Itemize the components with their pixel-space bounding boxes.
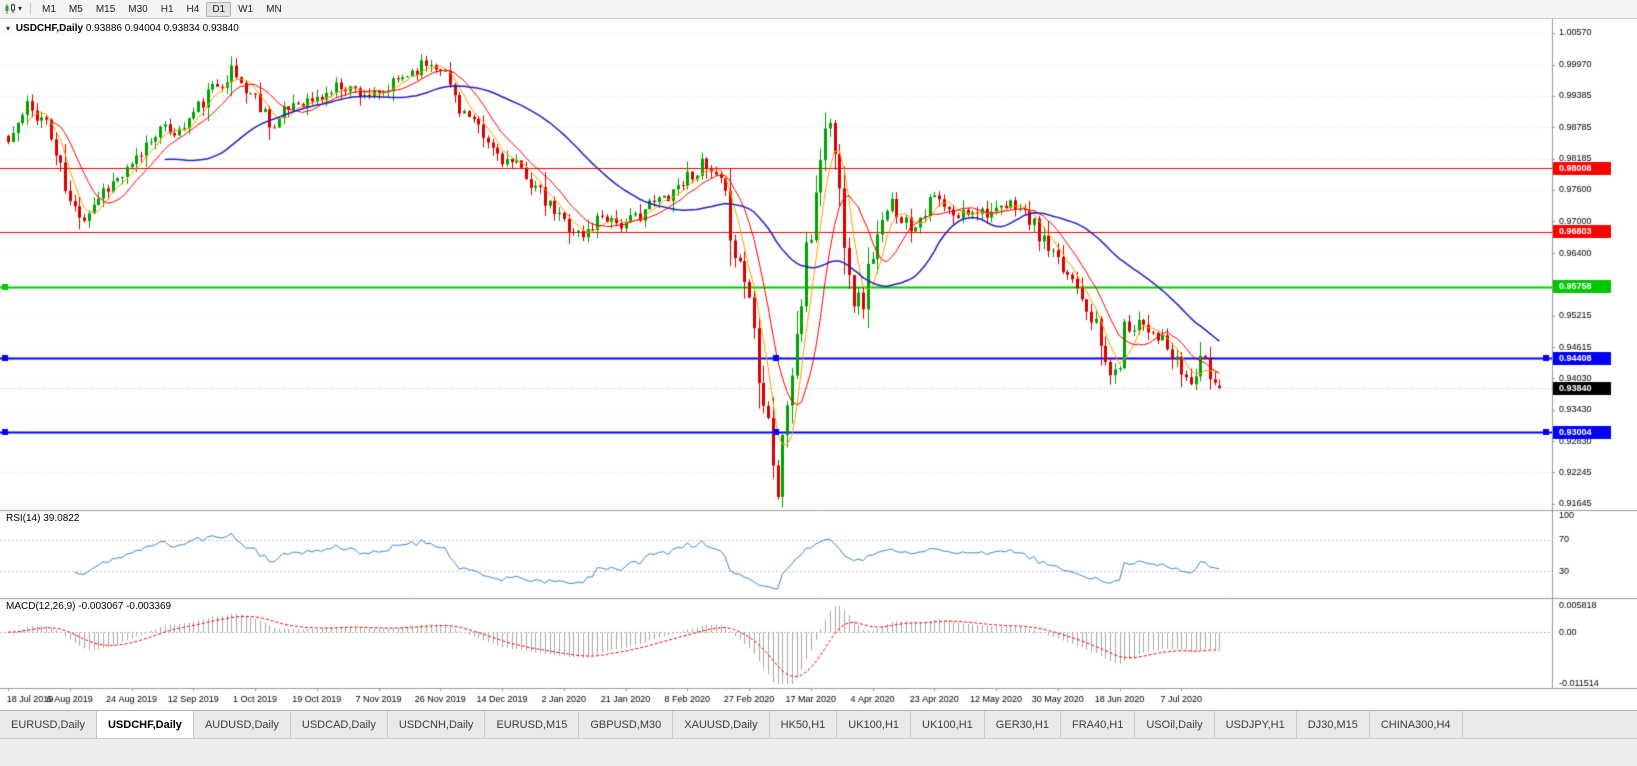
chart-tab-usoil-daily[interactable]: USOil,Daily <box>1135 711 1215 738</box>
timeframe-button-w1[interactable]: W1 <box>238 3 254 15</box>
timeframe-button-m30[interactable]: M30 <box>128 3 148 15</box>
timeframe-toolbar: ▾ M1 M5 M15 M30 H1 H4 D1 W1 MN <box>0 0 1637 19</box>
rsi-value: 39.0822 <box>43 513 80 524</box>
macd-indicator-label: MACD(12,26,9) -0.003067 -0.003369 <box>6 601 171 612</box>
chart-tab-gbpusd-m30[interactable]: GBPUSD,M30 <box>579 711 674 738</box>
chart-tab-usdjpy-h1[interactable]: USDJPY,H1 <box>1214 711 1297 738</box>
timeframe-buttons: M1 M5 M15 M30 H1 H4 D1 W1 MN <box>36 1 288 17</box>
chart-tabs-bar: EURUSD,Daily USDCHF,Daily AUDUSD,Daily USDC… <box>0 710 1637 738</box>
chart-tab-hk50-h1[interactable]: HK50,H1 <box>769 711 838 738</box>
timeframe-button-m5[interactable]: M5 <box>68 3 83 15</box>
chart-tab-usdcad-daily[interactable]: USDCAD,Daily <box>290 711 388 738</box>
chart-tab-usdchf-daily[interactable]: USDCHF,Daily <box>96 711 194 738</box>
chart-tab-eurusd-daily[interactable]: EURUSD,Daily <box>0 711 97 738</box>
chart-tab-fra40-h1[interactable]: FRA40,H1 <box>1061 711 1136 738</box>
timeframe-button-m15[interactable]: M15 <box>95 3 116 15</box>
status-bar <box>0 738 1637 766</box>
candlestick-chart-icon[interactable] <box>4 3 17 15</box>
chart-symbol-label: USDCHF,Daily <box>15 23 84 34</box>
timeframe-button-d1[interactable]: D1 <box>206 1 232 17</box>
timeframe-button-h4[interactable]: H4 <box>186 3 200 15</box>
price-chart-canvas[interactable] <box>0 19 1637 710</box>
chart-tab-usdcnh-daily[interactable]: USDCNH,Daily <box>387 711 486 738</box>
chart-type-dropdown-icon[interactable]: ▾ <box>18 4 23 13</box>
chart-area: ▾ USDCHF,Daily 0.93886 0.94004 0.93834 0… <box>0 19 1637 710</box>
chart-tab-china300-h4[interactable]: CHINA300,H4 <box>1369 711 1463 738</box>
rsi-name: RSI(14) <box>6 513 41 524</box>
chart-title: ▾ USDCHF,Daily 0.93886 0.94004 0.93834 0… <box>6 23 239 34</box>
chart-tab-ger30-h1[interactable]: GER30,H1 <box>984 711 1061 738</box>
timeframe-button-m1[interactable]: M1 <box>42 3 56 15</box>
chart-tab-xauusd-daily[interactable]: XAUUSD,Daily <box>673 711 770 738</box>
chart-tab-audusd-daily[interactable]: AUDUSD,Daily <box>193 711 291 738</box>
chart-tab-eurusd-m15[interactable]: EURUSD,M15 <box>485 711 580 738</box>
symbol-dropdown-icon[interactable]: ▾ <box>6 24 11 33</box>
chart-tab-dj30-m15[interactable]: DJ30,M15 <box>1296 711 1370 738</box>
chart-ohlc-values: 0.93886 0.94004 0.93834 0.93840 <box>85 23 239 34</box>
toolbar-separator <box>30 3 32 15</box>
chart-tab-uk100-h1[interactable]: UK100,H1 <box>911 711 985 738</box>
macd-values: -0.003067 -0.003369 <box>78 601 172 612</box>
rsi-indicator-label: RSI(14) 39.0822 <box>6 513 79 524</box>
timeframe-button-h1[interactable]: H1 <box>160 3 174 15</box>
chart-tab-uk100-h1[interactable]: UK100,H1 <box>837 711 912 738</box>
timeframe-button-mn[interactable]: MN <box>266 3 282 15</box>
macd-name: MACD(12,26,9) <box>6 601 76 612</box>
